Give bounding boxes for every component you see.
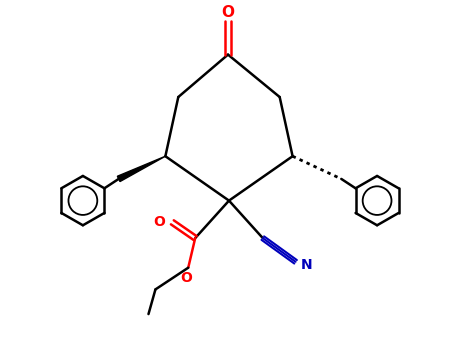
- Text: O: O: [153, 215, 165, 229]
- Text: O: O: [180, 271, 192, 285]
- Text: N: N: [301, 258, 312, 272]
- Text: O: O: [222, 5, 234, 20]
- Polygon shape: [117, 156, 165, 182]
